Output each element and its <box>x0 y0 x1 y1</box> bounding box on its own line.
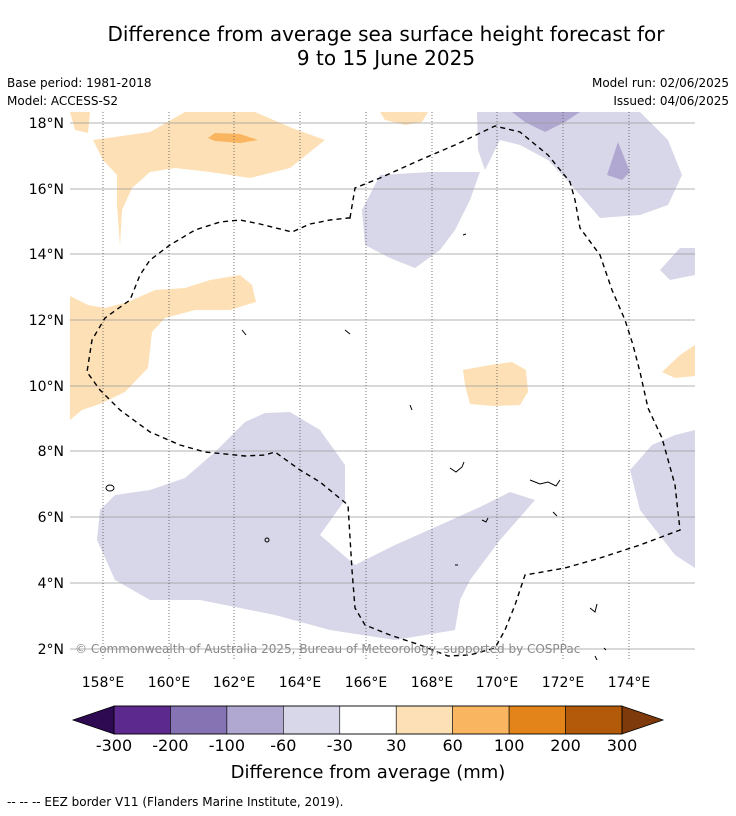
colorbar-segment <box>452 705 510 735</box>
lat-label: 2°N <box>38 642 64 658</box>
atoll <box>409 404 413 411</box>
colorbar-tick-label: -30 <box>327 736 353 755</box>
lon-label: 160°E <box>148 675 191 691</box>
atoll <box>241 329 247 336</box>
colorbar-right-extension <box>621 705 665 735</box>
colorbar-tick-label: -60 <box>270 736 296 755</box>
lon-label: 158°E <box>82 675 125 691</box>
atoll <box>603 647 607 651</box>
colorbar-segment <box>113 705 171 735</box>
longitude-labels: 158°E 160°E 162°E 164°E 166°E 168°E 170°… <box>82 675 651 691</box>
stronger-negative-patch-2 <box>607 142 630 180</box>
lon-label: 162°E <box>213 675 256 691</box>
latitude-gridlines <box>70 122 695 650</box>
colorbar-tick-label: -300 <box>96 736 132 755</box>
copyright-text: © Commonwealth of Australia 2025, Bureau… <box>75 642 580 656</box>
colorbar-segment <box>339 705 397 735</box>
atoll <box>462 233 467 236</box>
atoll <box>449 461 465 473</box>
lat-label: 10°N <box>29 379 64 395</box>
colorbar-segment <box>226 705 284 735</box>
title-line-1: Difference from average sea surface heig… <box>107 22 665 46</box>
lon-label: 166°E <box>345 675 388 691</box>
negative-anomaly-region-east-upper <box>660 248 695 280</box>
latitude-labels: 18°N 16°N 14°N 12°N 10°N 8°N 6°N 4°N 2°N <box>29 116 64 658</box>
atoll <box>481 517 489 523</box>
island <box>105 484 115 492</box>
lon-label: 168°E <box>411 675 454 691</box>
metadata-left: Base period: 1981-2018 Model: ACCESS-S2 <box>7 74 152 110</box>
negative-anomaly-region-east-lower <box>630 430 695 568</box>
colorbar-segment <box>283 705 341 735</box>
map-area <box>70 112 695 660</box>
negative-anomaly-region-north <box>477 112 682 218</box>
lat-label: 14°N <box>29 247 64 263</box>
positive-anomaly-region-center <box>463 362 528 406</box>
colorbar-left-extension <box>71 705 115 735</box>
colorbar-tick-label: 100 <box>494 736 525 755</box>
positive-anomaly-region-east <box>662 345 695 378</box>
colorbar-tick-label: -200 <box>152 736 188 755</box>
base-period-text: Base period: 1981-2018 <box>7 76 152 90</box>
negative-anomaly-region-central <box>362 172 480 268</box>
lon-label: 174°E <box>608 675 651 691</box>
negative-anomaly-region-south <box>97 412 535 640</box>
stronger-positive-patch <box>208 133 258 143</box>
positive-anomaly-region-northcenter <box>380 112 428 125</box>
positive-anomaly-corner <box>70 112 90 133</box>
eez-border <box>86 125 681 657</box>
lon-label: 172°E <box>542 675 585 691</box>
lat-label: 18°N <box>29 116 64 132</box>
colorbar-tick-labels: -300 -200 -100 -60 -30 30 60 100 200 300 <box>96 736 637 755</box>
colorbar-tick-label: -100 <box>209 736 245 755</box>
model-text: Model: ACCESS-S2 <box>7 94 119 108</box>
metadata-right: Model run: 02/06/2025 Issued: 04/06/2025 <box>592 74 729 110</box>
colorbar-segment <box>170 705 228 735</box>
longitude-gridlines <box>102 112 630 660</box>
eez-legend-note: -- -- -- EEZ border V11 (Flanders Marine… <box>7 795 344 809</box>
colorbar-tick-label: 300 <box>607 736 638 755</box>
title-line-2: 9 to 15 June 2025 <box>296 46 476 70</box>
lat-label: 6°N <box>38 510 64 526</box>
positive-anomaly-region-west <box>70 275 256 420</box>
colorbar-tick-label: 30 <box>386 736 406 755</box>
lat-label: 12°N <box>29 313 64 329</box>
positive-anomaly-region-north <box>93 112 325 246</box>
colorbar-segments <box>113 705 623 735</box>
lat-label: 4°N <box>38 576 64 592</box>
lat-label: 8°N <box>38 444 64 460</box>
colorbar-title: Difference from average (mm) <box>231 762 506 783</box>
colorbar: -300 -200 -100 -60 -30 30 60 100 200 300 Differen… <box>71 705 665 783</box>
lon-label: 170°E <box>476 675 519 691</box>
model-run-text: Model run: 02/06/2025 <box>591 76 729 90</box>
islands <box>105 233 607 660</box>
lat-label: 16°N <box>29 182 64 198</box>
atoll <box>552 511 558 517</box>
atoll <box>594 655 598 660</box>
colorbar-segment <box>508 705 566 735</box>
colorbar-tick-label: 60 <box>442 736 462 755</box>
colorbar-segment <box>565 705 623 735</box>
issued-text: Issued: 04/06/2025 <box>613 94 729 108</box>
colorbar-tick-label: 200 <box>550 736 581 755</box>
stronger-negative-patch <box>512 112 580 132</box>
map-title: Difference from average sea surface heig… <box>36 22 736 70</box>
colorbar-segment <box>395 705 453 735</box>
atoll <box>344 329 351 335</box>
atoll <box>589 603 598 613</box>
atoll <box>529 479 561 487</box>
lon-label: 164°E <box>279 675 322 691</box>
colorbar-frame <box>113 705 623 735</box>
island <box>264 537 270 543</box>
